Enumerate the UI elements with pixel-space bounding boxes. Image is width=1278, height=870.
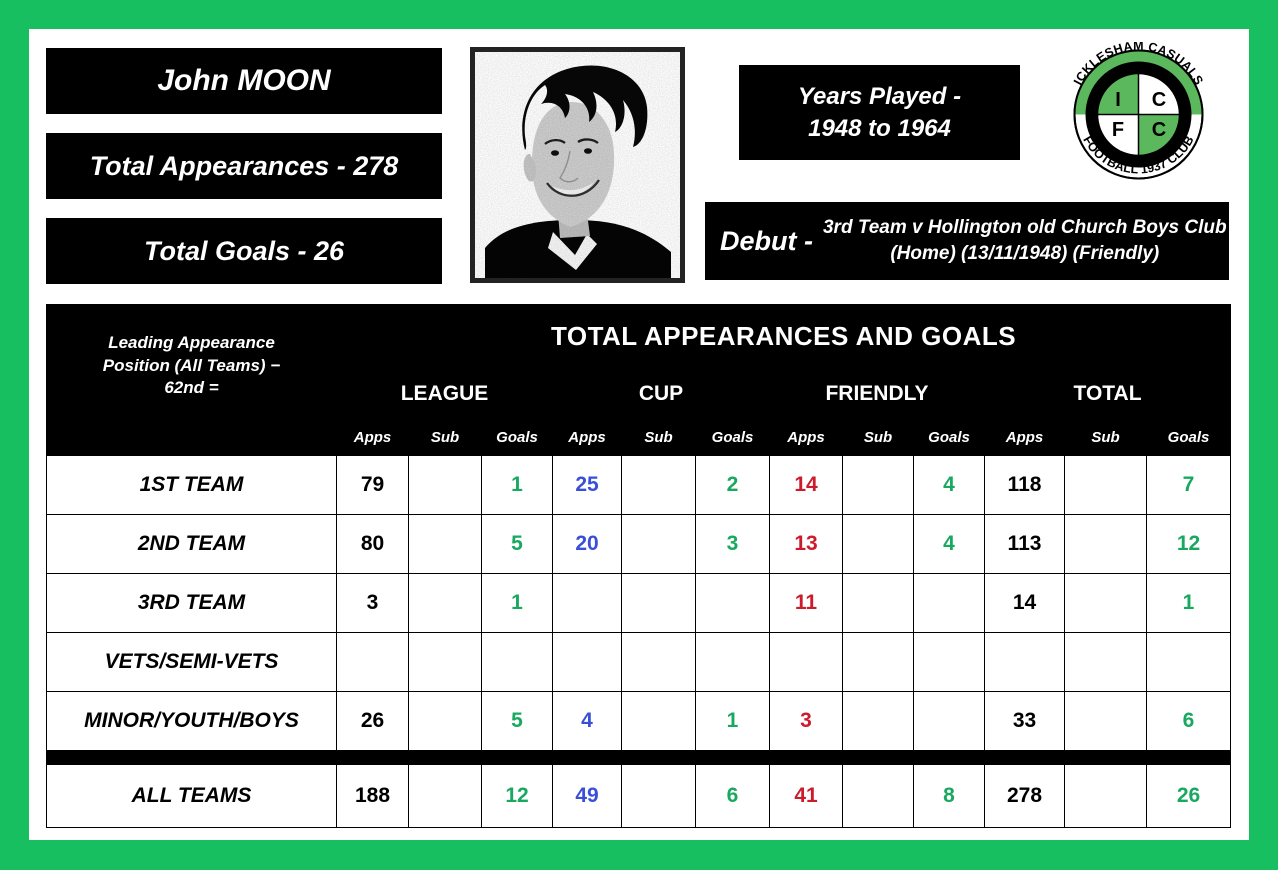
svg-text:F: F (1112, 119, 1124, 141)
svg-text:C: C (1152, 89, 1166, 111)
svg-text:C: C (1152, 119, 1166, 141)
svg-text:I: I (1115, 89, 1121, 111)
